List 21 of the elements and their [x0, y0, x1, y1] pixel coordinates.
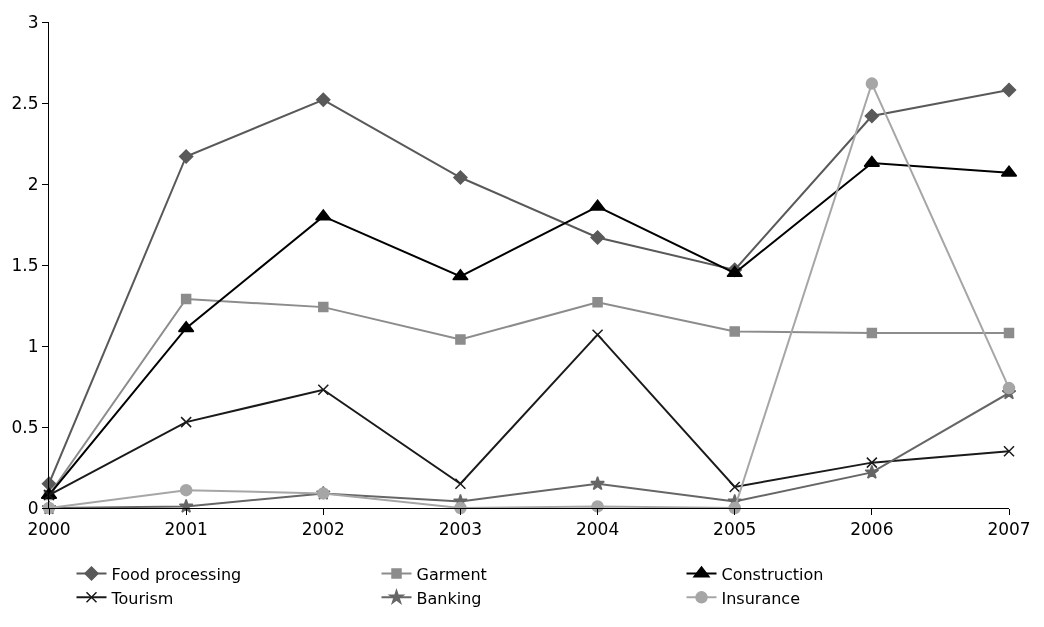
y-tick-label: 0	[27, 497, 39, 518]
y-tick-label: 1	[27, 335, 39, 356]
x-tick-label: 2002	[301, 519, 345, 540]
x-tick-label: 2001	[164, 519, 208, 540]
legend-label: Garment	[416, 564, 487, 584]
legend-label: Construction	[721, 564, 824, 584]
legend-label: Food processing	[111, 564, 242, 584]
legend-label: Banking	[416, 588, 482, 608]
x-tick-label: 2006	[850, 519, 894, 540]
legend-label: Insurance	[721, 588, 800, 608]
x-tick-label: 2005	[713, 519, 757, 540]
y-tick-label: 3	[27, 11, 39, 32]
x-tick-label: 2003	[438, 519, 483, 540]
legend-label: Tourism	[110, 588, 174, 608]
x-tick-label: 2004	[575, 519, 620, 540]
y-tick-label: 2	[27, 173, 39, 194]
y-tick-label: 0.5	[11, 416, 39, 437]
y-tick-label: 1.5	[11, 254, 39, 275]
y-tick-label: 2.5	[11, 92, 39, 113]
x-tick-label: 2000	[27, 519, 71, 540]
x-tick-label: 2007	[987, 519, 1031, 540]
